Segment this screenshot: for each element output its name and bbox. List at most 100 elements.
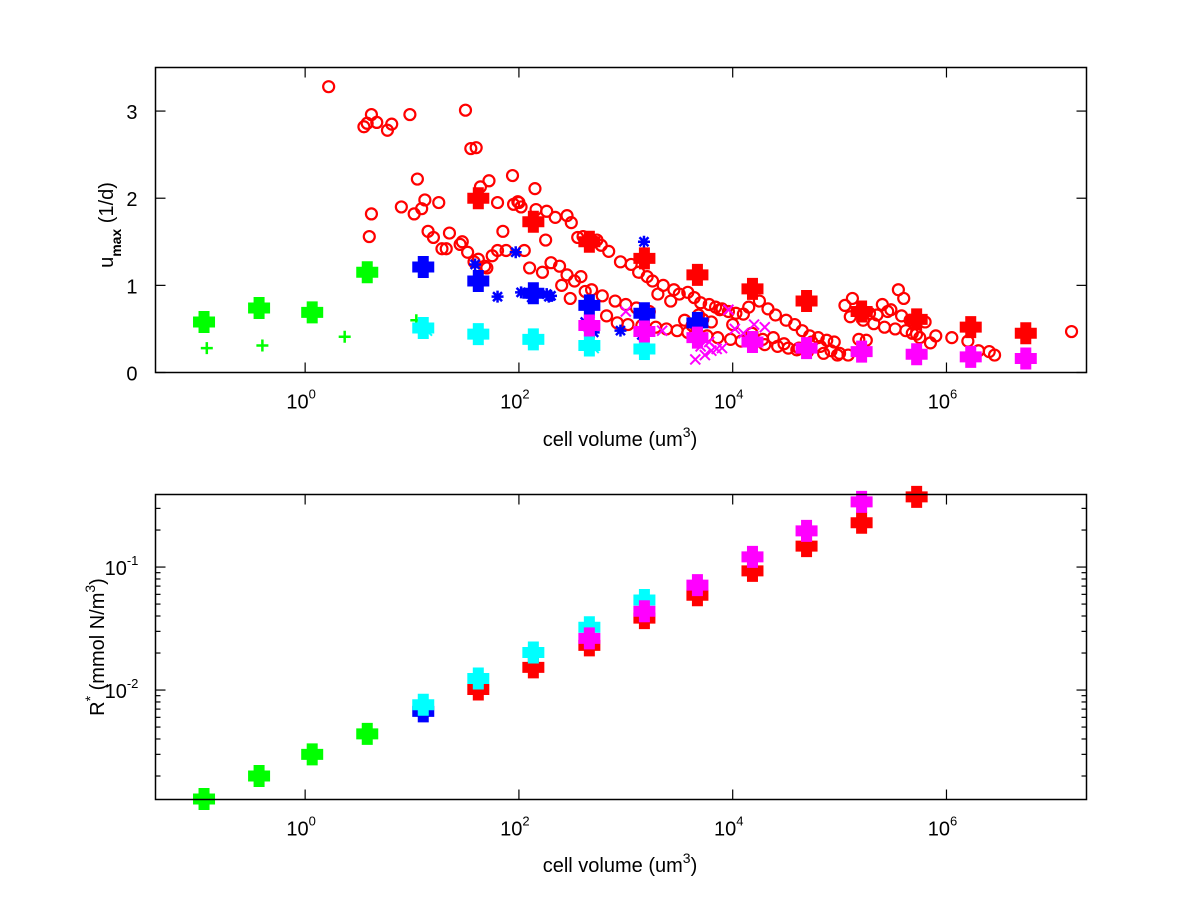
top-point-model-magenta xyxy=(578,314,601,337)
top-point-observations-red xyxy=(512,195,526,210)
top-point-observations-red xyxy=(595,289,609,303)
bottom-y-tick-label: 10-1 xyxy=(105,553,139,580)
bottom-point-model-green xyxy=(248,765,271,788)
top-x-tick-label: 106 xyxy=(928,387,957,414)
top-point-observations-magenta xyxy=(656,324,668,337)
top-point-observations-red xyxy=(478,259,492,273)
top-y-axis-label: umax (1/d) xyxy=(96,182,124,268)
top-point-model-cyan xyxy=(467,323,490,346)
top-y-tick-label: 0 xyxy=(126,364,137,386)
top-point-observations-red xyxy=(897,291,911,306)
top-point-model-cyan xyxy=(578,334,601,357)
top-x-axis-label: cell volume (um3) xyxy=(543,424,698,451)
top-y-tick-label: 3 xyxy=(126,102,137,124)
top-point-observations-red xyxy=(455,235,469,249)
top-y-tick-label: 2 xyxy=(126,189,137,211)
bottom-point-model-magenta xyxy=(633,600,656,623)
top-point-observations-red xyxy=(421,224,435,238)
top-point-observations-red xyxy=(403,107,417,122)
top-point-model-red xyxy=(467,187,490,210)
top-point-observations-red xyxy=(945,331,959,345)
top-data-marks xyxy=(193,80,1079,370)
bottom-point-model-magenta xyxy=(850,490,873,513)
bottom-point-model-magenta xyxy=(686,574,709,597)
top-point-observations-red xyxy=(357,120,371,134)
top-point-observations-red xyxy=(480,261,494,275)
top-point-observations-red xyxy=(564,216,578,230)
top-point-observations-red xyxy=(435,242,449,256)
top-point-observations-red xyxy=(528,182,542,196)
top-point-observations-red xyxy=(838,298,852,312)
top-point-model-cyan xyxy=(412,317,435,340)
top-point-observations-red xyxy=(721,304,736,319)
top-point-model-magenta xyxy=(795,337,818,360)
top-point-observations-red xyxy=(768,308,783,322)
top-point-observations-red xyxy=(322,80,336,94)
top-point-observations-magenta xyxy=(759,321,771,333)
top-point-observations-red xyxy=(832,346,847,360)
top-point-observations-red xyxy=(845,291,860,306)
top-x-tick-label: 104 xyxy=(714,387,743,414)
top-point-observations-red xyxy=(540,204,554,218)
top-point-observations-green xyxy=(338,330,351,343)
top-point-model-blue xyxy=(633,302,656,325)
top-point-observations-red xyxy=(624,257,638,272)
top-point-observations-red xyxy=(672,287,686,301)
top-point-observations-blue xyxy=(637,235,650,248)
bottom-x-tick-label: 102 xyxy=(500,814,529,841)
top-point-observations-red xyxy=(621,317,635,332)
top-point-model-magenta xyxy=(905,343,928,366)
top-point-observations-red xyxy=(982,344,996,359)
top-point-observations-red xyxy=(364,207,379,221)
top-point-model-green xyxy=(356,261,379,284)
top-point-observations-red xyxy=(816,346,831,360)
top-point-observations-magenta xyxy=(722,304,735,316)
top-series-model-cyan xyxy=(412,317,656,360)
bottom-y-tick-label: 10-2 xyxy=(105,676,139,703)
bottom-point-model-cyan xyxy=(467,667,490,690)
top-point-observations-red xyxy=(563,291,577,306)
top-point-observations-red xyxy=(752,294,767,308)
top-point-observations-blue xyxy=(544,289,557,302)
top-point-observations-red xyxy=(702,297,716,312)
bottom-x-tick-labels: 100 102 104 106 xyxy=(286,814,957,841)
top-panel: 100 102 104 106 0 1 2 3 cell volume (um3) umax… xyxy=(96,66,1088,451)
top-point-model-green xyxy=(301,301,324,324)
top-point-observations-red xyxy=(439,242,453,256)
top-point-observations-green xyxy=(200,342,213,355)
top-point-model-red xyxy=(959,316,982,339)
top-point-observations-red xyxy=(664,294,678,308)
top-point-observations-red xyxy=(499,243,513,258)
top-point-observations-blue xyxy=(491,290,504,303)
top-point-observations-red xyxy=(574,270,588,284)
top-ticks xyxy=(155,67,1087,374)
bottom-point-model-magenta xyxy=(741,545,764,568)
bottom-point-model-magenta xyxy=(578,627,601,650)
bottom-point-model-cyan xyxy=(522,641,545,664)
top-point-observations-red xyxy=(485,249,499,263)
top-point-model-magenta xyxy=(741,331,764,353)
top-point-observations-red xyxy=(394,200,408,214)
top-point-observations-red xyxy=(432,195,446,210)
top-point-observations-red xyxy=(555,278,569,292)
top-point-observations-red xyxy=(1064,324,1079,339)
top-point-observations-magenta xyxy=(716,342,728,354)
top-plot-frame xyxy=(154,66,1088,374)
top-point-observations-blue xyxy=(509,246,522,259)
bottom-data-marks xyxy=(193,485,928,811)
top-point-observations-red xyxy=(523,261,537,275)
top-point-model-red xyxy=(905,308,928,331)
top-point-model-red xyxy=(795,290,818,313)
bottom-point-model-magenta xyxy=(795,519,818,542)
top-point-observations-red xyxy=(453,237,467,251)
top-point-model-green xyxy=(248,297,271,320)
top-point-observations-magenta xyxy=(748,318,760,331)
top-x-tick-label: 100 xyxy=(286,387,315,414)
bottom-x-axis-label: cell volume (um3) xyxy=(543,850,698,877)
top-point-observations-magenta xyxy=(620,305,632,318)
bottom-y-tick-labels: 10-2 10-1 xyxy=(105,553,139,703)
top-point-observations-red xyxy=(729,306,743,320)
top-point-observations-red xyxy=(385,117,399,131)
